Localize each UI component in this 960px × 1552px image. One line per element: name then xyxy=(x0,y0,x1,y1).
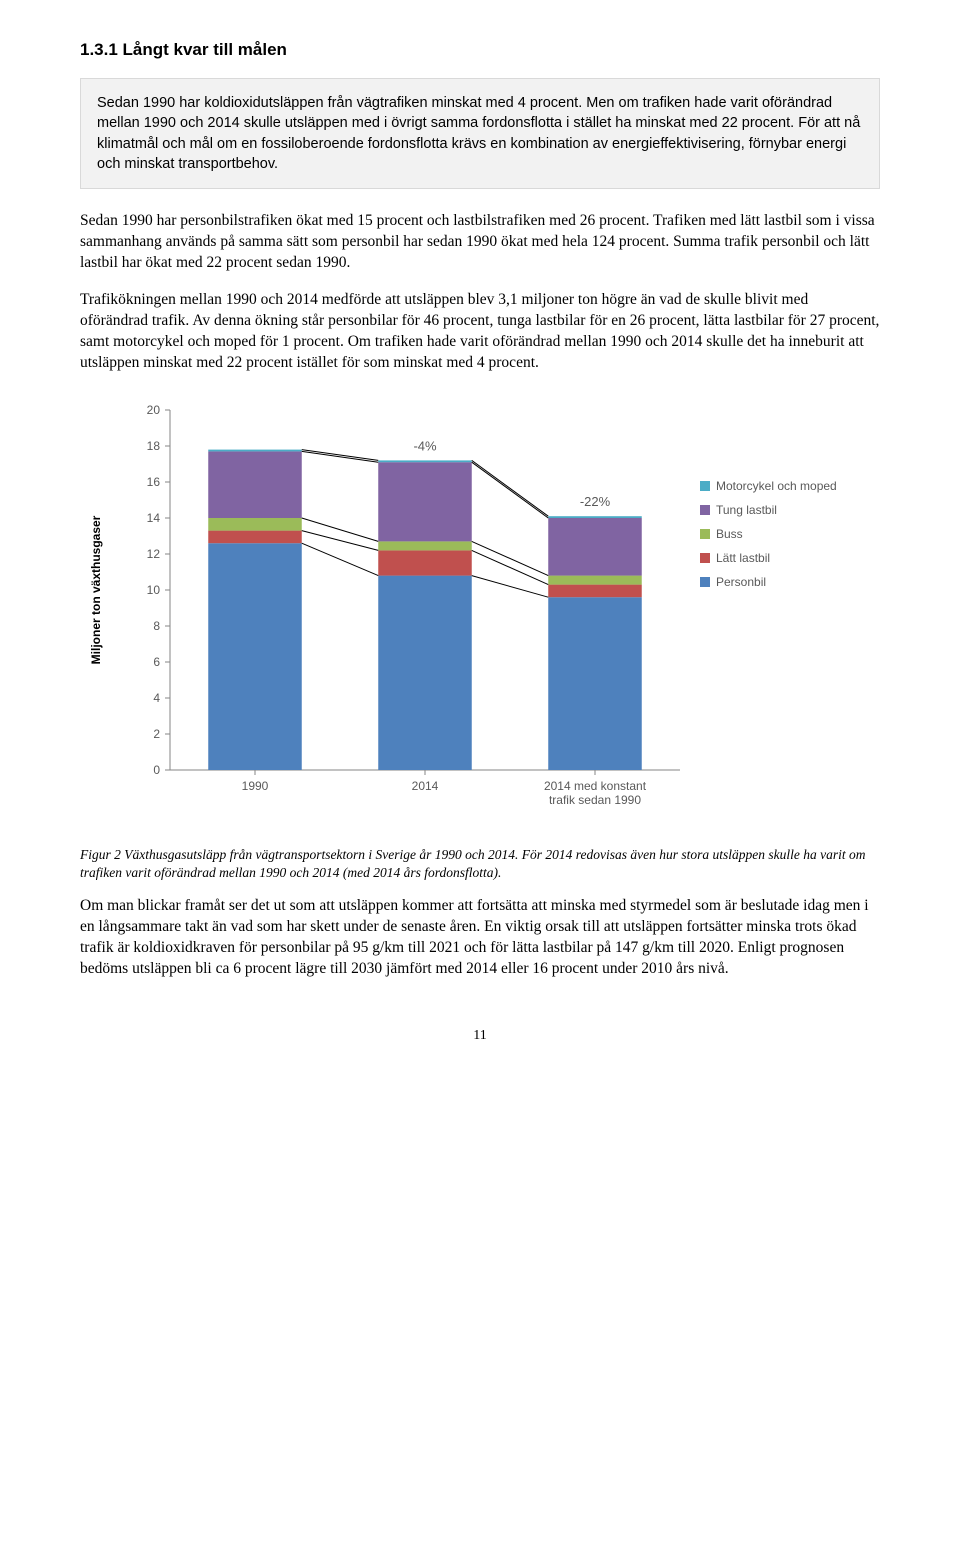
paragraph-3: Om man blickar framåt ser det ut som att… xyxy=(80,896,880,980)
svg-text:trafik sedan 1990: trafik sedan 1990 xyxy=(549,793,641,807)
page-number: 11 xyxy=(80,1028,880,1044)
svg-text:Miljoner ton växthusgaser: Miljoner ton växthusgaser xyxy=(89,515,103,664)
svg-text:-4%: -4% xyxy=(413,438,437,453)
chart-svg: 0 2 4 6 8 10 12 14 16 18 20 Miljoner ton växthusgas… xyxy=(80,400,880,840)
svg-text:18: 18 xyxy=(147,439,161,453)
svg-text:2014: 2014 xyxy=(412,779,439,793)
svg-text:4: 4 xyxy=(153,691,160,705)
svg-text:Personbil: Personbil xyxy=(716,575,766,589)
svg-text:2: 2 xyxy=(153,727,160,741)
svg-text:Motorcykel och moped: Motorcykel och moped xyxy=(716,479,837,493)
section-heading: 1.3.1 Långt kvar till målen xyxy=(80,40,880,60)
svg-text:10: 10 xyxy=(147,583,161,597)
paragraph-2: Trafikökningen mellan 1990 och 2014 medf… xyxy=(80,290,880,374)
svg-text:8: 8 xyxy=(153,619,160,633)
svg-text:Buss: Buss xyxy=(716,527,743,541)
svg-text:16: 16 xyxy=(147,475,161,489)
svg-text:14: 14 xyxy=(147,511,161,525)
svg-text:1990: 1990 xyxy=(242,779,269,793)
svg-text:2014 med konstant: 2014 med konstant xyxy=(544,779,647,793)
paragraph-1: Sedan 1990 har personbilstrafiken ökat m… xyxy=(80,211,880,274)
callout-box: Sedan 1990 har koldioxidutsläppen från v… xyxy=(80,78,880,189)
svg-text:6: 6 xyxy=(153,655,160,669)
svg-text:12: 12 xyxy=(147,547,161,561)
svg-text:20: 20 xyxy=(147,403,161,417)
svg-text:0: 0 xyxy=(153,763,160,777)
svg-text:-22%: -22% xyxy=(580,494,611,509)
emissions-chart: 0 2 4 6 8 10 12 14 16 18 20 Miljoner ton växthusgas… xyxy=(80,400,880,840)
svg-text:Tung lastbil: Tung lastbil xyxy=(716,503,777,517)
svg-text:Lätt lastbil: Lätt lastbil xyxy=(716,551,770,565)
figure-caption: Figur 2 Växthusgasutsläpp från vägtransp… xyxy=(80,846,880,882)
